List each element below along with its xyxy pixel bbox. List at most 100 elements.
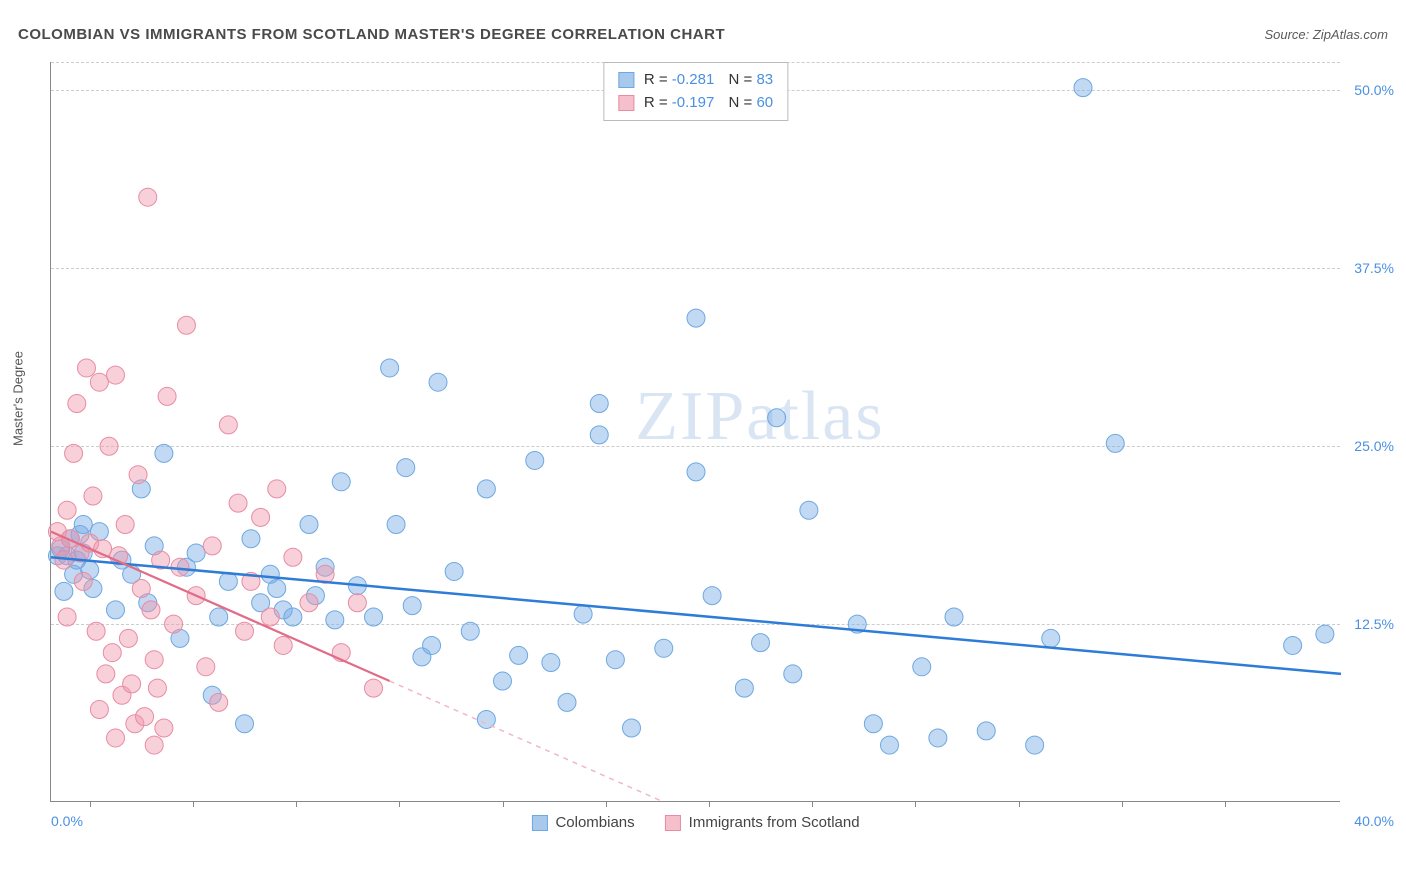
swatch-scotland <box>618 95 634 111</box>
data-point-colombians <box>187 544 205 562</box>
x-axis-max-label: 40.0% <box>1354 813 1394 829</box>
data-point-scotland <box>145 651 163 669</box>
stats-row-colombians: R = -0.281 N = 83 <box>618 69 773 92</box>
data-point-scotland <box>100 437 118 455</box>
data-point-colombians <box>236 715 254 733</box>
y-axis-label: Master's Degree <box>11 351 26 446</box>
data-point-colombians <box>1026 736 1044 754</box>
y-tick-label: 25.0% <box>1354 438 1394 454</box>
data-point-colombians <box>268 580 286 598</box>
data-point-scotland <box>210 693 228 711</box>
swatch-colombians-icon <box>531 815 547 831</box>
data-point-scotland <box>65 444 83 462</box>
data-point-colombians <box>326 611 344 629</box>
data-point-scotland <box>142 601 160 619</box>
data-point-colombians <box>574 605 592 623</box>
data-point-colombians <box>210 608 228 626</box>
data-point-scotland <box>268 480 286 498</box>
data-point-colombians <box>300 516 318 534</box>
data-point-scotland <box>68 395 86 413</box>
data-point-colombians <box>445 562 463 580</box>
data-point-scotland <box>90 373 108 391</box>
data-point-scotland <box>177 316 195 334</box>
data-point-scotland <box>197 658 215 676</box>
data-point-colombians <box>461 622 479 640</box>
source-attribution: Source: ZipAtlas.com <box>1264 27 1388 42</box>
data-point-colombians <box>423 636 441 654</box>
data-point-scotland <box>58 608 76 626</box>
data-point-colombians <box>913 658 931 676</box>
data-point-scotland <box>139 188 157 206</box>
data-point-colombians <box>623 719 641 737</box>
data-point-colombians <box>881 736 899 754</box>
y-tick-label: 12.5% <box>1354 616 1394 632</box>
data-point-colombians <box>332 473 350 491</box>
data-point-colombians <box>1074 79 1092 97</box>
x-tick-mark <box>193 801 194 807</box>
data-point-colombians <box>397 459 415 477</box>
data-point-scotland <box>123 675 141 693</box>
stats-row-scotland: R = -0.197 N = 60 <box>618 92 773 115</box>
data-point-colombians <box>429 373 447 391</box>
x-tick-mark <box>399 801 400 807</box>
data-point-scotland <box>132 580 150 598</box>
x-tick-mark <box>296 801 297 807</box>
x-tick-mark <box>606 801 607 807</box>
data-point-colombians <box>107 601 125 619</box>
data-point-colombians <box>1316 625 1334 643</box>
data-point-colombians <box>977 722 995 740</box>
data-point-colombians <box>284 608 302 626</box>
x-tick-mark <box>90 801 91 807</box>
scatter-svg <box>51 62 1340 801</box>
x-axis-min-label: 0.0% <box>51 813 83 829</box>
data-point-colombians <box>542 654 560 672</box>
data-point-colombians <box>242 530 260 548</box>
data-point-colombians <box>687 463 705 481</box>
data-point-colombians <box>477 480 495 498</box>
data-point-scotland <box>284 548 302 566</box>
data-point-scotland <box>165 615 183 633</box>
plot-area: ZIPatlas 50.0%37.5%25.0%12.5% R = -0.281… <box>50 62 1340 802</box>
data-point-colombians <box>55 582 73 600</box>
data-point-scotland <box>103 644 121 662</box>
data-point-scotland <box>84 487 102 505</box>
x-tick-mark <box>915 801 916 807</box>
swatch-scotland-icon <box>665 815 681 831</box>
data-point-colombians <box>403 597 421 615</box>
data-point-colombians <box>703 587 721 605</box>
data-point-colombians <box>929 729 947 747</box>
data-point-scotland <box>229 494 247 512</box>
data-point-colombians <box>590 395 608 413</box>
data-point-colombians <box>1106 434 1124 452</box>
data-point-colombians <box>606 651 624 669</box>
chart-title: COLOMBIAN VS IMMIGRANTS FROM SCOTLAND MA… <box>18 26 725 43</box>
x-tick-mark <box>503 801 504 807</box>
data-point-colombians <box>735 679 753 697</box>
data-point-colombians <box>590 426 608 444</box>
data-point-colombians <box>219 572 237 590</box>
data-point-colombians <box>800 501 818 519</box>
data-point-scotland <box>158 387 176 405</box>
stats-legend-box: R = -0.281 N = 83 R = -0.197 N = 60 <box>603 62 788 121</box>
data-point-colombians <box>510 646 528 664</box>
x-tick-mark <box>1225 801 1226 807</box>
data-point-colombians <box>365 608 383 626</box>
data-point-colombians <box>387 516 405 534</box>
y-tick-label: 50.0% <box>1354 82 1394 98</box>
data-point-colombians <box>381 359 399 377</box>
data-point-scotland <box>107 366 125 384</box>
data-point-scotland <box>300 594 318 612</box>
data-point-scotland <box>236 622 254 640</box>
data-point-colombians <box>155 444 173 462</box>
data-point-scotland <box>136 708 154 726</box>
data-point-colombians <box>74 516 92 534</box>
data-point-scotland <box>203 537 221 555</box>
data-point-scotland <box>219 416 237 434</box>
x-tick-mark <box>812 801 813 807</box>
data-point-scotland <box>365 679 383 697</box>
data-point-scotland <box>74 572 92 590</box>
data-point-colombians <box>864 715 882 733</box>
data-point-scotland <box>119 629 137 647</box>
data-point-scotland <box>129 466 147 484</box>
y-tick-label: 37.5% <box>1354 260 1394 276</box>
